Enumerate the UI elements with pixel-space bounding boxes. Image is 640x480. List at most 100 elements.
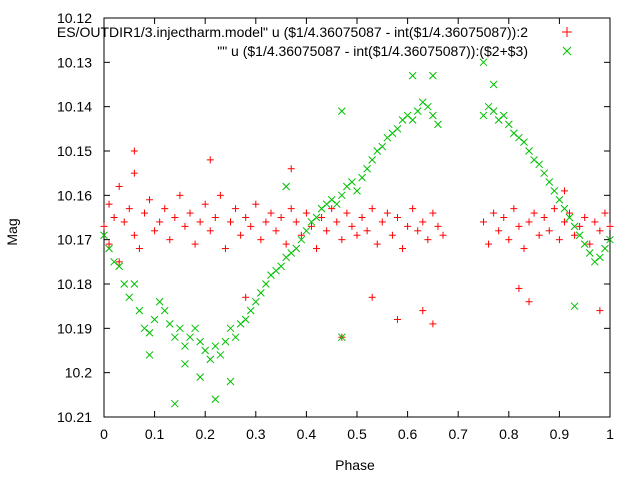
data-point-series-1 bbox=[560, 218, 568, 226]
data-point-series-1 bbox=[206, 227, 214, 235]
data-point-series-1 bbox=[581, 214, 589, 221]
data-point-series-1 bbox=[181, 222, 189, 230]
x-tick-label: 0 bbox=[100, 426, 108, 442]
data-point-series-1 bbox=[292, 218, 300, 226]
y-tick-label: 10.12 bbox=[57, 10, 92, 26]
data-point-series-1 bbox=[490, 209, 498, 217]
data-point-series-1 bbox=[560, 187, 568, 195]
data-point-series-1 bbox=[505, 236, 513, 244]
data-point-series-2 bbox=[363, 164, 371, 173]
data-point-series-1 bbox=[105, 240, 113, 248]
data-marks bbox=[100, 58, 614, 408]
data-point-series-1 bbox=[247, 222, 255, 230]
axis-ticks: 0 0.1 0.2 0.3 0.4 0.5 0.6 0.7 0.8 0.9 1 10.12 10.13 1… bbox=[57, 10, 614, 442]
data-point-series-1 bbox=[242, 214, 250, 221]
data-point-series-1 bbox=[196, 218, 204, 226]
data-point-series-2 bbox=[596, 253, 604, 262]
x-tick-label: 1 bbox=[606, 426, 614, 442]
y-tick-label: 10.15 bbox=[57, 143, 92, 159]
data-point-series-1 bbox=[206, 156, 214, 164]
data-point-series-1 bbox=[146, 196, 154, 204]
data-point-series-1 bbox=[540, 214, 548, 221]
data-point-series-1 bbox=[555, 236, 563, 244]
data-point-series-1 bbox=[393, 214, 401, 221]
data-point-series-2 bbox=[201, 346, 210, 355]
x-tick-label: 0.6 bbox=[398, 426, 418, 442]
x-tick-label: 0.2 bbox=[195, 426, 215, 442]
data-point-series-2 bbox=[353, 187, 361, 195]
data-point-series-1 bbox=[571, 231, 579, 239]
data-point-series-2 bbox=[181, 359, 189, 368]
data-point-series-1 bbox=[242, 293, 250, 301]
data-point-series-2 bbox=[262, 280, 270, 288]
x-tick-label: 0.8 bbox=[499, 426, 519, 442]
data-point-series-1 bbox=[525, 218, 533, 226]
data-point-series-1 bbox=[424, 236, 432, 244]
data-point-series-1 bbox=[171, 214, 179, 221]
data-point-series-2 bbox=[575, 231, 584, 240]
data-point-series-2 bbox=[302, 226, 311, 235]
data-point-series-1 bbox=[383, 209, 391, 217]
data-point-series-2 bbox=[170, 399, 179, 408]
data-point-series-1 bbox=[287, 205, 295, 213]
data-point-series-2 bbox=[434, 120, 442, 129]
data-point-series-1 bbox=[318, 214, 326, 221]
data-point-series-2 bbox=[348, 178, 356, 186]
data-point-series-2 bbox=[525, 147, 533, 155]
data-point-series-1 bbox=[272, 227, 280, 235]
data-point-series-1 bbox=[115, 258, 123, 266]
data-point-series-2 bbox=[555, 195, 564, 204]
data-point-series-2 bbox=[165, 320, 174, 328]
data-point-series-1 bbox=[151, 227, 159, 235]
data-point-series-1 bbox=[596, 227, 604, 235]
data-point-series-1 bbox=[227, 218, 234, 226]
data-point-series-1 bbox=[566, 209, 574, 217]
x-tick-label: 0.4 bbox=[297, 426, 317, 442]
data-point-series-2 bbox=[489, 80, 498, 89]
data-point-series-1 bbox=[262, 218, 270, 226]
data-point-series-2 bbox=[211, 395, 220, 404]
data-point-series-1 bbox=[358, 214, 366, 221]
data-point-series-1 bbox=[277, 214, 285, 221]
data-point-series-2 bbox=[231, 333, 240, 342]
data-point-series-1 bbox=[257, 236, 265, 244]
x-tick-label: 0.3 bbox=[246, 426, 266, 442]
data-point-series-1 bbox=[237, 231, 245, 239]
data-point-series-2 bbox=[408, 116, 417, 124]
data-point-series-1 bbox=[550, 205, 558, 213]
data-point-series-1 bbox=[287, 165, 295, 173]
data-point-series-1 bbox=[485, 240, 493, 248]
data-point-series-1 bbox=[409, 205, 417, 213]
data-point-series-2 bbox=[337, 333, 346, 342]
data-point-series-2 bbox=[393, 124, 402, 133]
legend-marker-series-2 bbox=[562, 46, 572, 56]
data-point-series-2 bbox=[570, 222, 579, 231]
data-point-series-2 bbox=[585, 249, 594, 257]
data-point-series-1 bbox=[110, 214, 118, 221]
data-point-series-1 bbox=[348, 222, 356, 230]
data-point-series-1 bbox=[353, 231, 361, 239]
data-point-series-2 bbox=[337, 191, 346, 200]
data-point-series-1 bbox=[480, 218, 487, 226]
x-tick-label: 0.9 bbox=[550, 426, 570, 442]
data-point-series-1 bbox=[520, 245, 528, 253]
data-point-series-2 bbox=[150, 315, 159, 324]
y-tick-label: 10.21 bbox=[57, 409, 92, 425]
data-point-series-2 bbox=[216, 351, 225, 359]
data-point-series-1 bbox=[419, 307, 427, 315]
data-point-series-2 bbox=[241, 315, 250, 324]
data-point-series-1 bbox=[186, 209, 194, 217]
data-point-series-2 bbox=[560, 204, 569, 213]
data-point-series-1 bbox=[191, 240, 199, 248]
data-point-series-1 bbox=[363, 227, 371, 235]
data-point-series-2 bbox=[196, 337, 204, 346]
data-point-series-1 bbox=[156, 218, 164, 226]
legend-label-series-1: ES/OUTDIR1/3.injectharm.model" u ($1/4.3… bbox=[57, 24, 528, 40]
data-point-series-1 bbox=[125, 205, 133, 213]
data-point-series-1 bbox=[515, 222, 523, 230]
data-point-series-1 bbox=[576, 222, 584, 230]
data-point-series-2 bbox=[135, 306, 144, 315]
data-point-series-1 bbox=[525, 298, 533, 306]
data-point-series-2 bbox=[337, 107, 346, 115]
